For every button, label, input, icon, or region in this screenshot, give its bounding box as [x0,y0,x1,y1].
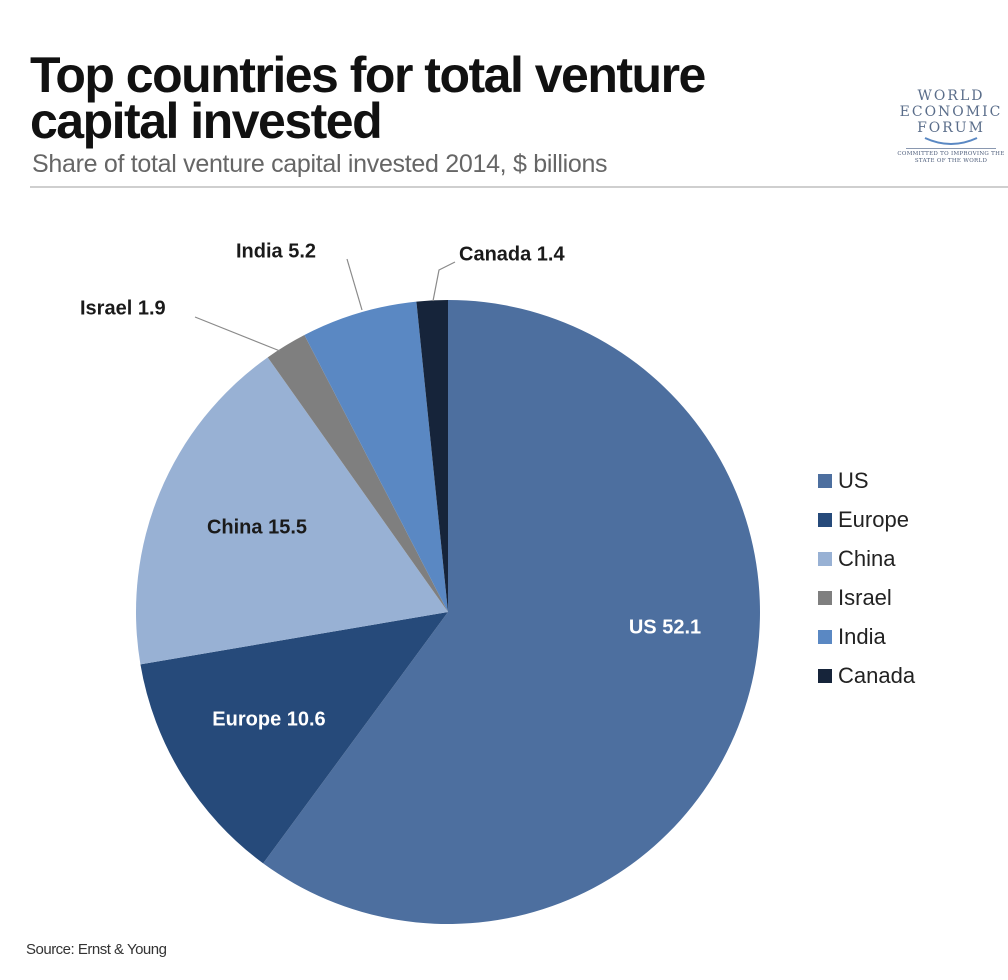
chart-title: Top countries for total venture capital … [30,47,706,149]
logo-line-2: ECONOMIC [899,104,1003,120]
leader-lines [194,258,456,352]
pie-slice-israel [267,335,448,612]
logo-line-3: FORUM [917,120,985,136]
data-label-us: US 52.1 [629,616,701,638]
leader-line-israel [194,316,281,352]
chart-legend: US Europe China Israel India Canada [818,461,915,695]
data-label-europe: Europe 10.6 [212,708,325,730]
legend-item-israel: Israel [818,578,915,617]
legend-swatch [818,668,832,683]
logo-arc-icon [924,137,978,145]
pie-slice-india [304,301,448,612]
legend-item-us: US [818,461,915,500]
legend-label: China [838,545,896,571]
pie-slice-europe [140,612,449,864]
legend-item-canada: Canada [818,656,915,695]
data-label-canada: Canada 1.4 [459,243,565,265]
logo-rule [906,148,996,149]
legend-swatch [818,590,832,605]
logo-tagline: COMMITTED TO IMPROVING THE STATE OF THE … [897,151,1005,164]
leader-line-india [346,258,363,311]
data-labels: US 52.1 Europe 10.6 China 15.5 Israel 1.9 In… [80,240,701,730]
legend-item-china: China [818,539,915,578]
pie-slice-canada [416,300,448,612]
legend-swatch [818,551,832,566]
pie-slices [136,300,760,925]
data-label-china: China 15.5 [207,516,307,538]
legend-item-europe: Europe [818,500,915,539]
leader-line-canada [432,261,456,302]
legend-swatch [818,512,832,527]
logo-line-1: WORLD [917,88,985,104]
pie-slice-china [136,357,448,665]
data-label-israel: Israel 1.9 [80,297,166,319]
header-divider [30,186,1008,188]
legend-label: India [838,623,886,649]
legend-label: Europe [838,506,909,532]
legend-item-india: India [818,617,915,656]
chart-subtitle: Share of total venture capital invested … [32,150,608,178]
data-label-india: India 5.2 [236,240,316,262]
legend-swatch [818,629,832,644]
source-note: Source: Ernst & Young [26,941,167,958]
legend-label: Israel [838,584,892,610]
legend-swatch [818,473,832,488]
wef-logo: WORLD ECONOMIC FORUM COMMITTED TO IMPROV… [896,88,1006,165]
pie-slice-us [263,300,760,925]
legend-label: US [838,467,869,493]
legend-label: Canada [838,662,916,688]
